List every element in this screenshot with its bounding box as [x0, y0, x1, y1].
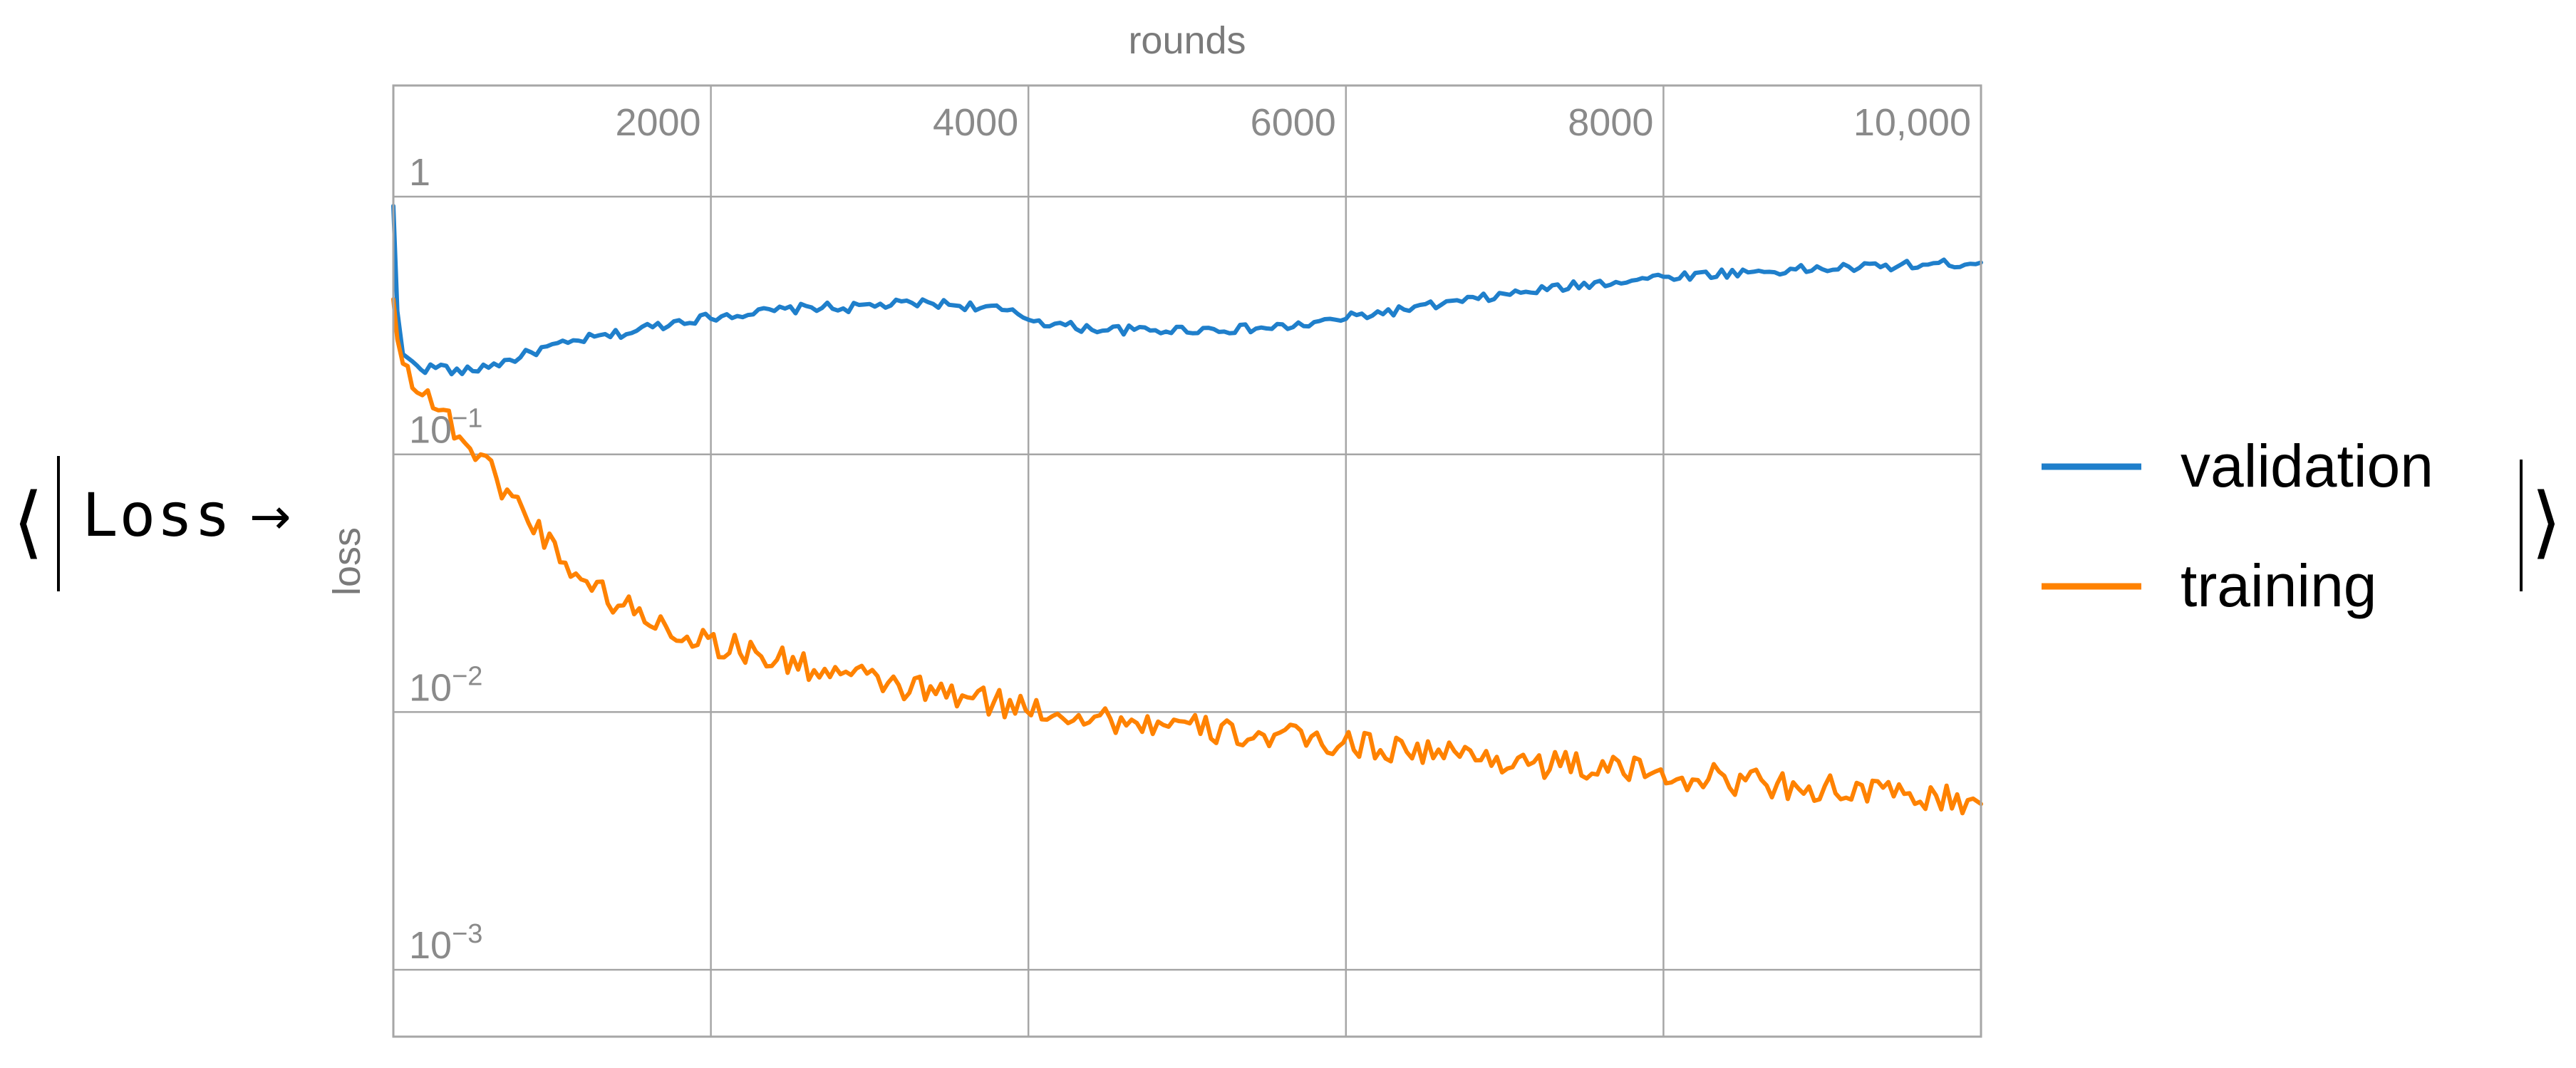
plot-frame	[392, 84, 1982, 1038]
x-tick-label: 8000	[1568, 101, 1653, 144]
series-line-validation	[391, 204, 1983, 377]
y-tick-label: 1	[409, 151, 430, 194]
plot-background	[393, 85, 1981, 1037]
legend-label-training: training	[2181, 552, 2377, 619]
series-layer	[391, 204, 1983, 816]
close-angle-bracket: ⟩	[2531, 476, 2562, 567]
x-tick-label: 2000	[615, 101, 700, 144]
legend-label-validation: validation	[2181, 432, 2433, 499]
x-tick-label: 6000	[1251, 101, 1336, 144]
legend: validation training	[2042, 432, 2433, 619]
x-tick-label: 4000	[933, 101, 1018, 144]
right-arrow-icon: →	[249, 487, 291, 546]
y-tick-label: 10−1	[409, 404, 482, 452]
y-tick-label: 10−3	[409, 919, 482, 967]
series-line-training	[391, 297, 1983, 816]
open-angle-bracket: ⟨	[13, 476, 43, 567]
y-tick-label: 10−2	[409, 661, 482, 709]
x-axis-label: rounds	[1128, 19, 1246, 62]
loss-label: Loss	[82, 480, 232, 550]
tick-labels: 2000 4000 6000 8000 10,000 1 10−1 10−2 10−3	[409, 101, 1971, 967]
x-tick-label: 10,000	[1853, 101, 1971, 144]
y-axis-label: loss	[326, 527, 368, 596]
